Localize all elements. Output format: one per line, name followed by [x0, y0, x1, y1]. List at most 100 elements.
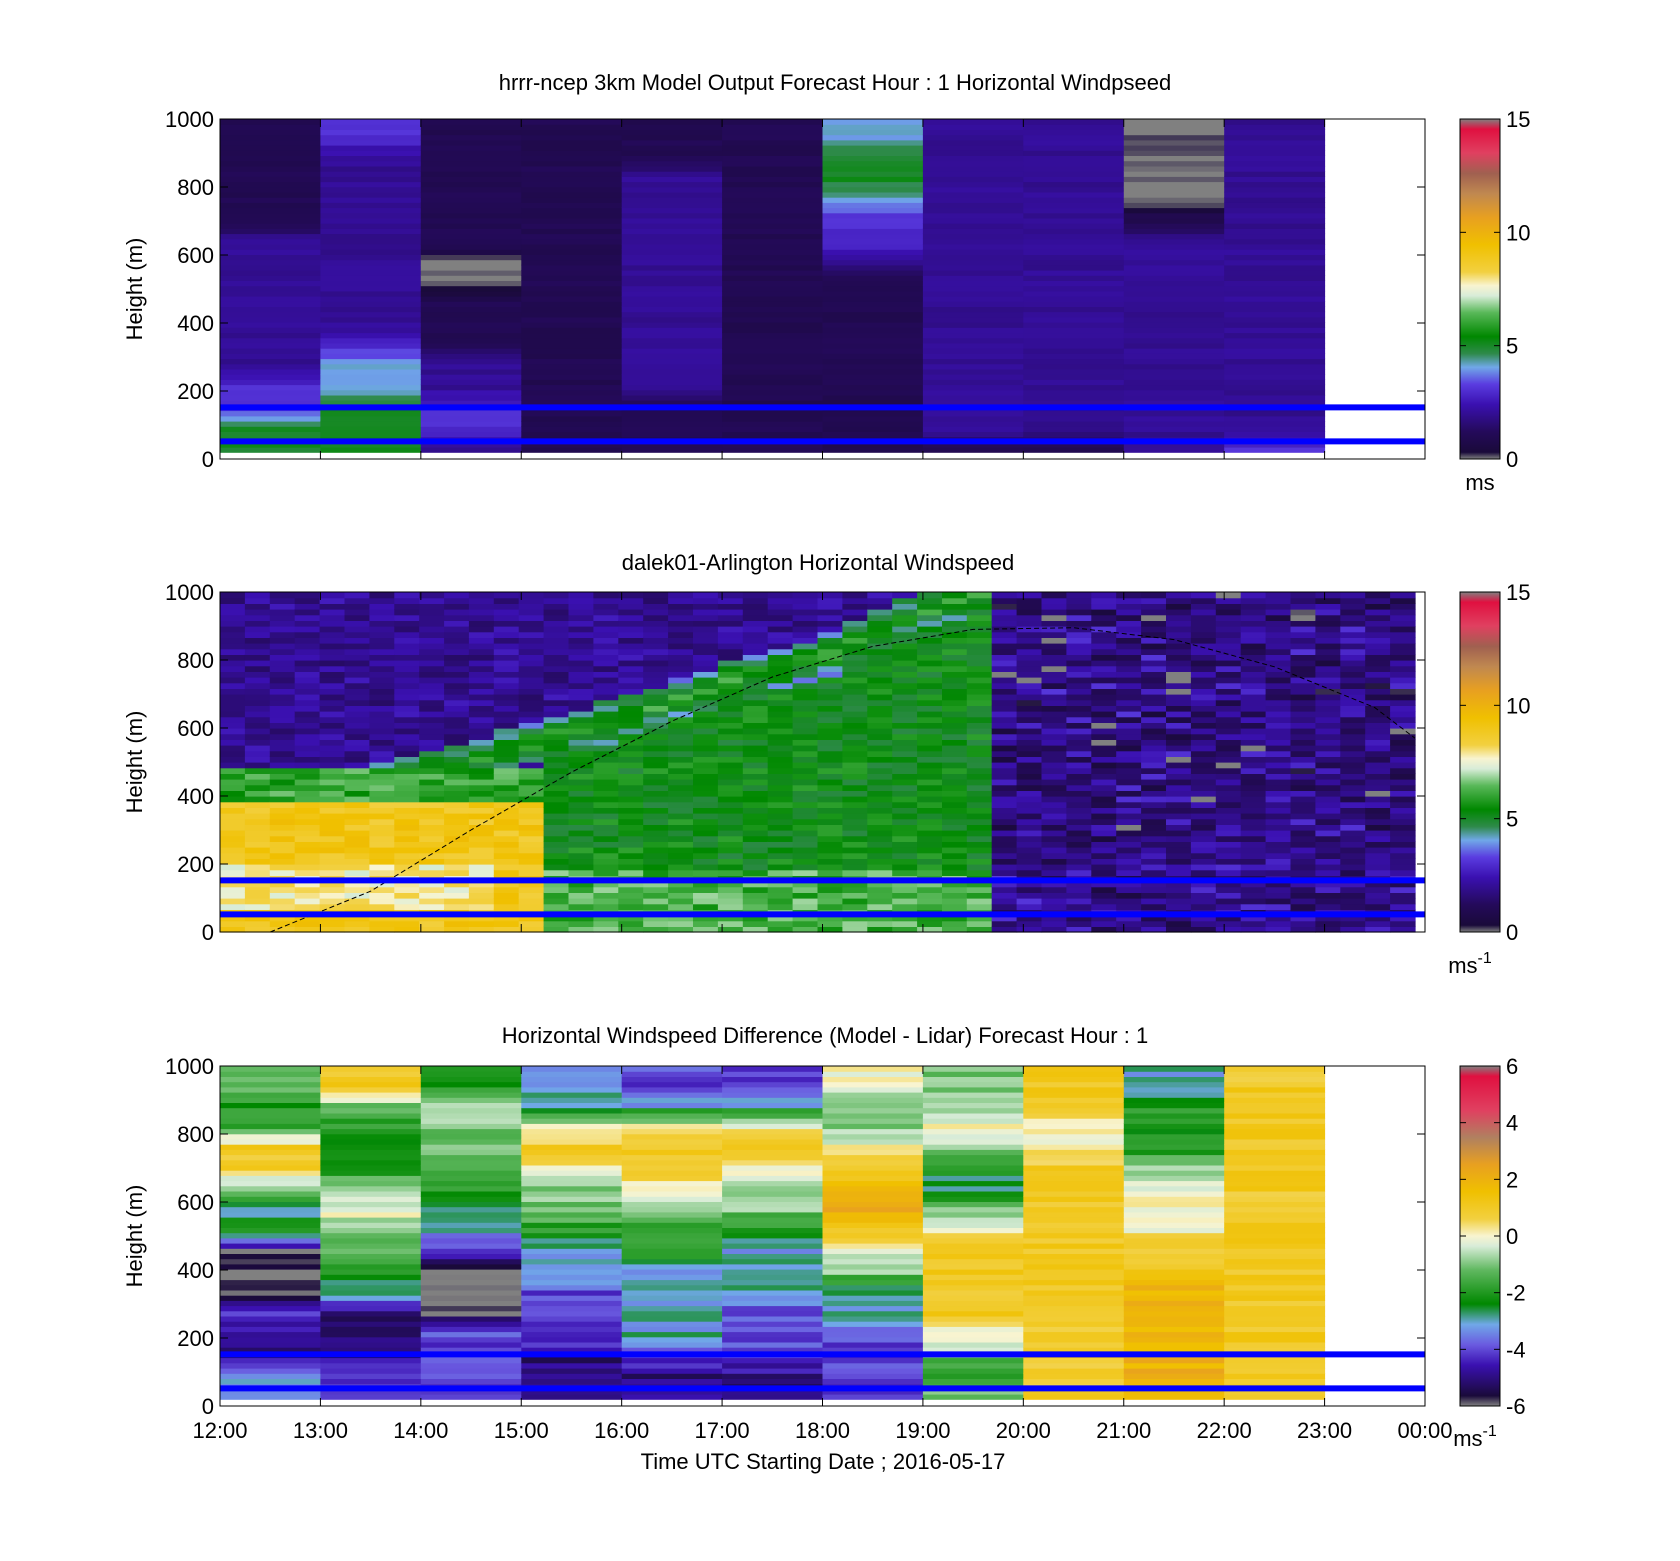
- heatmap-cell: [1066, 699, 1092, 706]
- heatmap-cell: [521, 441, 623, 448]
- heatmap-cell: [1166, 779, 1192, 786]
- heatmap-cell: [917, 733, 943, 740]
- heatmap-cell: [621, 316, 723, 323]
- heatmap-cell: [394, 694, 420, 701]
- heatmap-cell: [1116, 711, 1142, 718]
- heatmap-cell: [693, 745, 719, 752]
- heatmap-cell: [867, 745, 893, 752]
- heatmap-cell: [1224, 1102, 1326, 1109]
- heatmap-cell: [1016, 643, 1043, 650]
- heatmap-cell: [568, 609, 594, 616]
- heatmap-cell: [842, 881, 868, 888]
- heatmap-cell: [593, 756, 619, 763]
- heatmap-cell: [922, 249, 1024, 255]
- heatmap-cell: [668, 682, 694, 689]
- heatmap-cell: [394, 779, 420, 786]
- heatmap-cell: [320, 1222, 422, 1228]
- heatmap-cell: [1190, 665, 1217, 672]
- heatmap-cell: [1315, 733, 1341, 740]
- heatmap-cell: [394, 745, 420, 752]
- heatmap-cell: [1116, 699, 1142, 706]
- heatmap-cell: [621, 1128, 723, 1135]
- heatmap-cell: [722, 1263, 823, 1270]
- heatmap-cell: [822, 1237, 924, 1244]
- heatmap-cell: [717, 682, 744, 689]
- heatmap-cell: [419, 745, 445, 752]
- heatmap-cell: [1224, 259, 1326, 266]
- heatmap-cell: [722, 238, 823, 245]
- heatmap-cell: [320, 259, 422, 266]
- heatmap-cell: [966, 592, 993, 599]
- heatmap-cell: [618, 841, 644, 848]
- heatmap-cell: [468, 841, 495, 848]
- heatmap-cell: [344, 631, 370, 638]
- heatmap-cell: [394, 722, 420, 729]
- heatmap-cell: [1116, 733, 1142, 740]
- heatmap-cell: [621, 1326, 723, 1333]
- heatmap-cell: [468, 688, 495, 695]
- heatmap-cell: [621, 1086, 723, 1093]
- heatmap-cell: [1116, 841, 1142, 848]
- heatmap-cell: [722, 217, 823, 224]
- heatmap-cell: [521, 244, 623, 250]
- heatmap-cell: [320, 285, 422, 292]
- heatmap-cell: [521, 1149, 623, 1156]
- heatmap-cell: [1224, 223, 1326, 229]
- heatmap-cell: [922, 160, 1024, 167]
- heatmap-cell: [922, 1066, 1024, 1072]
- heatmap-cell: [1123, 374, 1225, 380]
- heatmap-cell: [518, 733, 545, 740]
- heatmap-cell: [420, 1066, 522, 1072]
- heatmap-cell: [1224, 1394, 1326, 1400]
- heatmap-cell: [1023, 1201, 1125, 1208]
- heatmap-cell: [922, 212, 1024, 219]
- heatmap-cell: [867, 920, 893, 927]
- heatmap-cell: [1123, 150, 1225, 156]
- heatmap-cell: [1091, 745, 1117, 752]
- heatmap-cell: [1265, 818, 1292, 825]
- heatmap-cell: [1215, 699, 1242, 706]
- heatmap-cell: [742, 660, 769, 667]
- heatmap-cell: [294, 671, 321, 678]
- heatmap-cell: [621, 337, 723, 344]
- heatmap-cell: [1224, 296, 1326, 302]
- heatmap-cell: [1240, 688, 1267, 695]
- heatmap-cell: [1041, 898, 1067, 905]
- heatmap-cell: [618, 597, 644, 604]
- heatmap-cell: [521, 1300, 623, 1307]
- heatmap-cell: [1116, 767, 1142, 774]
- heatmap-cell: [420, 1118, 522, 1124]
- heatmap-cell: [468, 733, 495, 740]
- heatmap-cell: [792, 677, 819, 684]
- heatmap-cell: [618, 694, 644, 701]
- heatmap-cell: [922, 431, 1024, 438]
- heatmap-cell: [1023, 1086, 1125, 1093]
- heatmap-cell: [369, 830, 395, 837]
- heatmap-cell: [1340, 813, 1366, 820]
- heatmap-cell: [742, 869, 769, 876]
- heatmap-cell: [822, 1175, 924, 1182]
- heatmap-cell: [420, 1232, 522, 1239]
- heatmap-cell: [922, 1159, 1024, 1166]
- heatmap-cell: [468, 711, 495, 718]
- heatmap-cell: [1224, 348, 1326, 354]
- heatmap-cell: [722, 1076, 823, 1083]
- heatmap-cell: [1340, 660, 1366, 667]
- heatmap-cell: [1023, 1274, 1125, 1281]
- heatmap-cell: [269, 790, 296, 797]
- heatmap-cell: [420, 290, 522, 297]
- heatmap-cell: [892, 677, 918, 684]
- heatmap-cell: [220, 1222, 321, 1228]
- heatmap-cell: [1123, 337, 1225, 344]
- heatmap-cell: [1023, 217, 1125, 224]
- heatmap-cell: [568, 858, 594, 865]
- heatmap-cell: [1123, 1362, 1225, 1369]
- heatmap-cell: [419, 886, 445, 893]
- heatmap-cell: [742, 779, 769, 786]
- heatmap-cell: [220, 1217, 321, 1223]
- heatmap-cell: [444, 722, 470, 729]
- heatmap-cell: [717, 626, 744, 633]
- heatmap-cell: [822, 1144, 924, 1150]
- heatmap-cell: [1224, 431, 1326, 438]
- heatmap-cell: [244, 665, 271, 672]
